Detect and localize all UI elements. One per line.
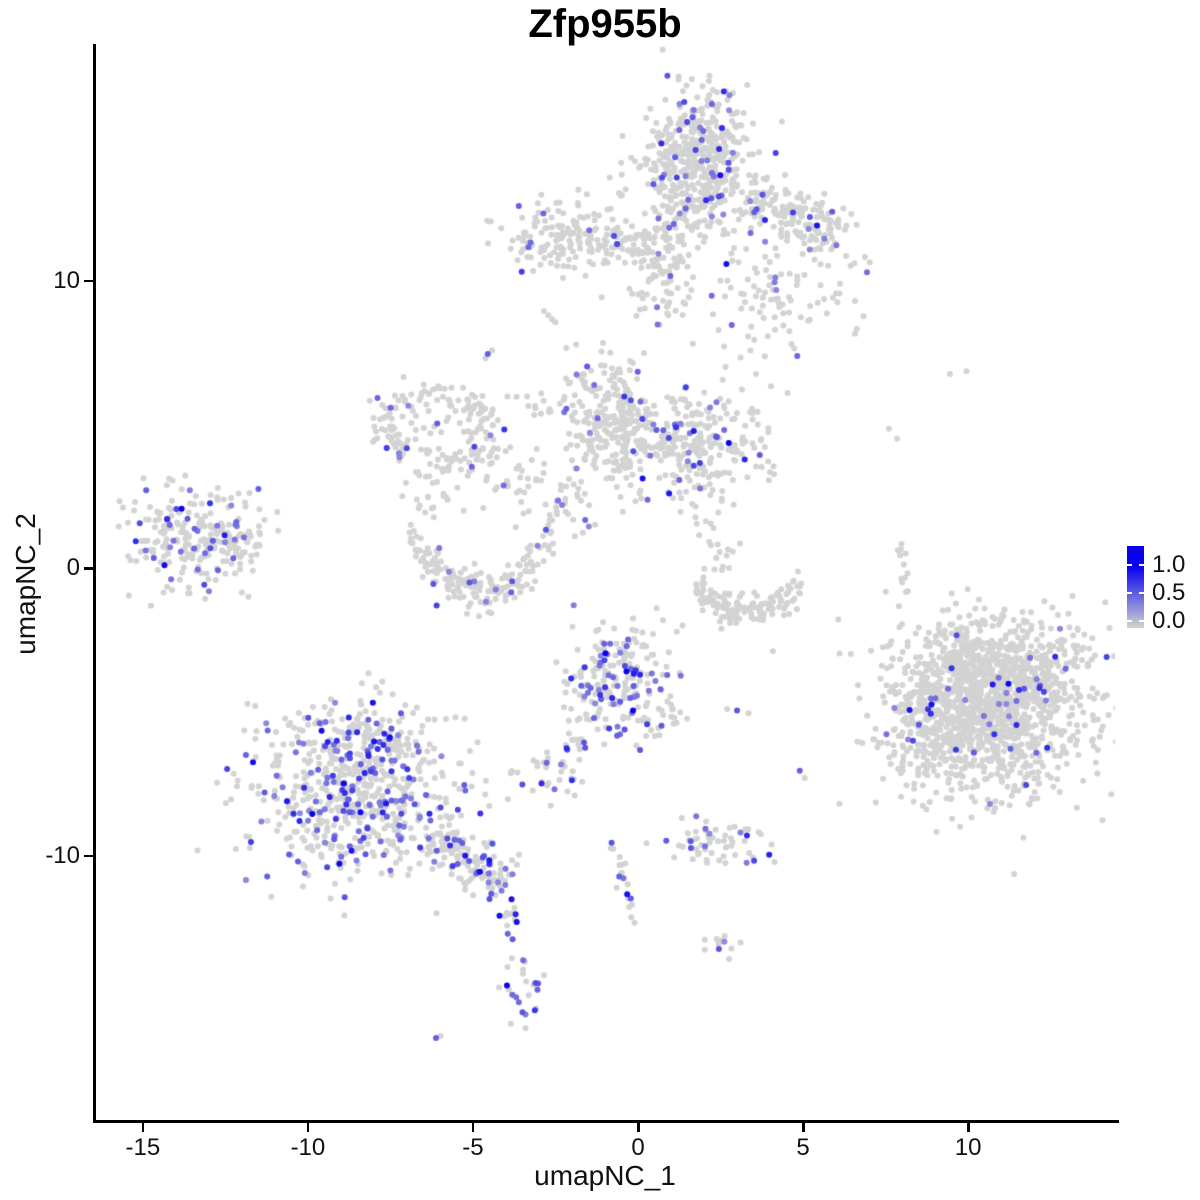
y-tick-label: -10	[45, 841, 80, 869]
x-tick-mark	[802, 1123, 805, 1132]
legend-value-label: 0.5	[1152, 579, 1186, 606]
legend-tick-notch	[1127, 620, 1132, 622]
x-tick-mark	[471, 1123, 475, 1132]
y-tick-mark	[84, 567, 93, 570]
legend-tick-notch	[1127, 592, 1132, 594]
colorbar-legend: 1.0 0.5 0.0	[1120, 540, 1200, 640]
x-tick-label: 5	[796, 1134, 810, 1161]
x-tick-label: 0	[631, 1134, 645, 1161]
x-tick-label: -15	[125, 1134, 161, 1161]
x-tick-mark	[306, 1123, 310, 1132]
legend-tick-notch	[1139, 592, 1144, 594]
x-axis-line	[93, 1120, 1119, 1123]
x-tick-mark	[637, 1123, 640, 1132]
legend-value-label: 0.0	[1152, 607, 1186, 634]
x-tick-label: 10	[954, 1134, 982, 1161]
legend-tick-notch	[1139, 620, 1144, 622]
legend-tick-notch	[1127, 564, 1132, 566]
y-tick-label: 10	[53, 266, 80, 294]
y-axis-line	[93, 44, 96, 1123]
colorbar-gradient	[1127, 546, 1144, 628]
x-tick-mark	[141, 1123, 145, 1132]
legend-value-label: 1.0	[1152, 551, 1186, 578]
y-tick-mark	[84, 854, 93, 858]
y-axis-label: umapNC_2	[10, 513, 41, 655]
legend-tick-notch	[1139, 564, 1144, 566]
y-tick-label: 0	[66, 554, 80, 582]
y-tick-mark	[84, 279, 93, 283]
x-tick-mark	[967, 1123, 970, 1132]
x-axis-label: umapNC_1	[534, 1160, 676, 1191]
x-tick-label: -5	[462, 1134, 484, 1161]
x-tick-label: -10	[290, 1134, 326, 1161]
